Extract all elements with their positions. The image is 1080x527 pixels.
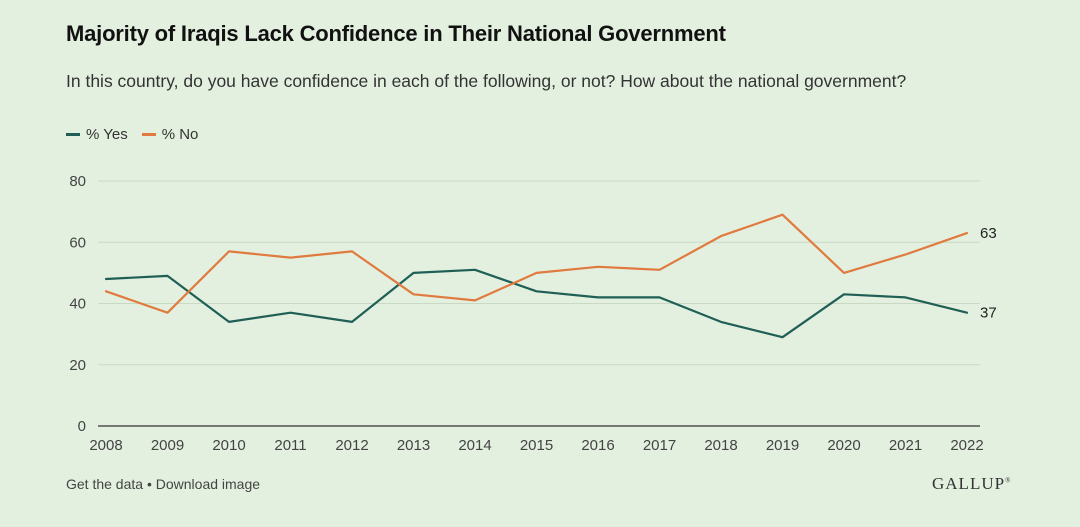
legend-item-yes: % Yes [66,126,128,143]
legend-swatch-yes [66,133,80,136]
y-tick-label-0: 0 [78,418,86,435]
legend-item-no: % No [141,126,199,143]
chart-subtitle: In this country, do you have confidence … [66,71,907,91]
get-data-link[interactable]: Get the data [66,476,144,492]
x-tick-label-2018: 2018 [704,437,737,454]
y-tick-label-80: 80 [69,173,86,190]
x-tick-label-2010: 2010 [212,437,245,454]
legend-label-no: % No [161,126,199,143]
legend: % Yes % No [66,126,198,143]
gallup-logo: GALLUP® [932,474,1011,493]
x-tick-label-2019: 2019 [766,437,799,454]
legend-swatch-no [141,133,156,136]
line-chart: 0 20 40 60 80 2008 2009 2010 2011 2012 2013 2014 20… [69,173,997,454]
x-tick-label-2015: 2015 [520,437,553,454]
download-image-link[interactable]: Download image [155,476,261,492]
x-tick-label-2017: 2017 [643,437,676,454]
x-tick-label-2013: 2013 [397,437,430,454]
footer-separator: • [143,476,156,492]
x-tick-label-2011: 2011 [274,437,306,454]
end-label-yes: 37 [980,305,997,322]
x-tick-label-2014: 2014 [458,437,491,454]
x-tick-label-2009: 2009 [151,437,184,454]
x-tick-label-2021: 2021 [889,437,922,454]
x-tick-label-2022: 2022 [950,437,983,454]
x-tick-label-2020: 2020 [827,437,860,454]
legend-label-yes: % Yes [86,126,128,143]
x-tick-label-2016: 2016 [581,437,614,454]
y-tick-label-20: 20 [69,357,86,374]
footer-links: Get the data • Download image [66,476,260,492]
chart-title: Majority of Iraqis Lack Confidence in Th… [66,21,726,46]
x-tick-label-2008: 2008 [89,437,122,454]
x-tick-label-2012: 2012 [335,437,368,454]
end-label-no: 63 [980,225,997,242]
y-tick-label-60: 60 [69,234,86,251]
y-tick-label-40: 40 [69,296,86,313]
